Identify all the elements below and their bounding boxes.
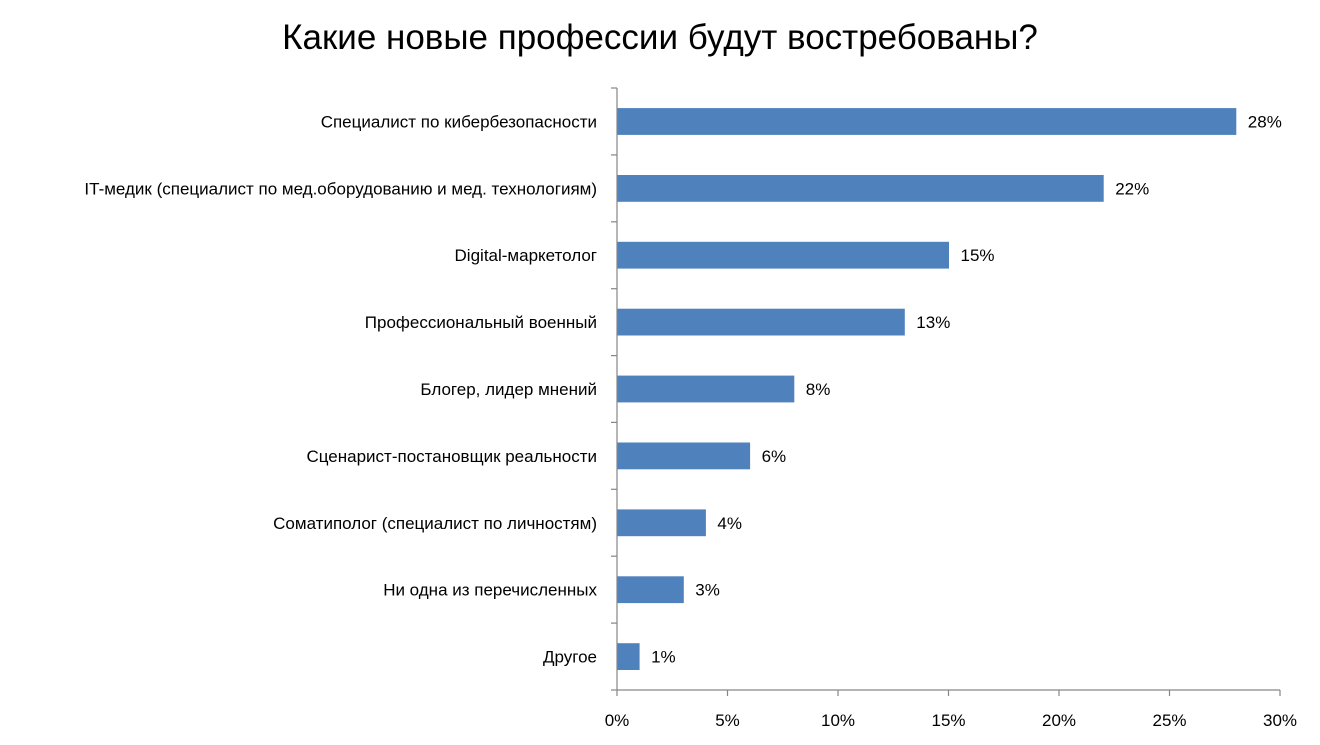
x-tick-label: 25% (1152, 711, 1186, 730)
x-tick-label: 0% (605, 711, 630, 730)
category-label: IT-медик (специалист по мед.оборудованию… (84, 179, 597, 198)
bar (617, 375, 795, 403)
bar (617, 241, 949, 269)
chart-title: Какие новые профессии будут востребованы… (282, 18, 1038, 57)
category-label: Профессиональный военный (365, 313, 597, 332)
x-tick-label: 10% (821, 711, 855, 730)
bar (617, 442, 751, 470)
category-label: Специалист по кибербезопасности (321, 112, 597, 131)
data-label: 3% (695, 581, 720, 600)
category-labels: Специалист по кибербезопасности IT-медик … (84, 112, 597, 666)
data-label: 28% (1248, 112, 1282, 131)
axes: 0% 5% 10% 15% 20% 25% 30% (605, 87, 1297, 730)
x-tick-label: 5% (715, 711, 740, 730)
data-label: 8% (806, 380, 831, 399)
bars-layer (617, 108, 1237, 670)
category-label: Digital-маркетолог (455, 246, 597, 265)
data-label: 1% (651, 648, 676, 667)
data-label: 4% (717, 514, 742, 533)
data-label: 22% (1115, 179, 1149, 198)
category-label: Соматиполог (специалист по личностям) (273, 514, 597, 533)
data-label: 6% (762, 447, 787, 466)
category-label: Сценарист-постановщик реальности (306, 447, 597, 466)
bar (617, 643, 640, 670)
bar (617, 108, 1237, 135)
bar (617, 509, 706, 537)
x-tick-label: 15% (931, 711, 965, 730)
category-label: Блогер, лидер мнений (420, 380, 597, 399)
data-label: 15% (961, 246, 995, 265)
category-label: Другое (543, 648, 597, 667)
x-tick-label: 20% (1042, 711, 1076, 730)
bar (617, 175, 1104, 202)
data-labels: 28% 22% 15% 13% 8% 6% 4% 3% 1% (651, 112, 1282, 666)
x-tick-label: 30% (1263, 711, 1297, 730)
bar (617, 308, 905, 336)
data-label: 13% (916, 313, 950, 332)
category-label: Ни одна из перечисленных (383, 581, 597, 600)
bar (617, 576, 684, 604)
